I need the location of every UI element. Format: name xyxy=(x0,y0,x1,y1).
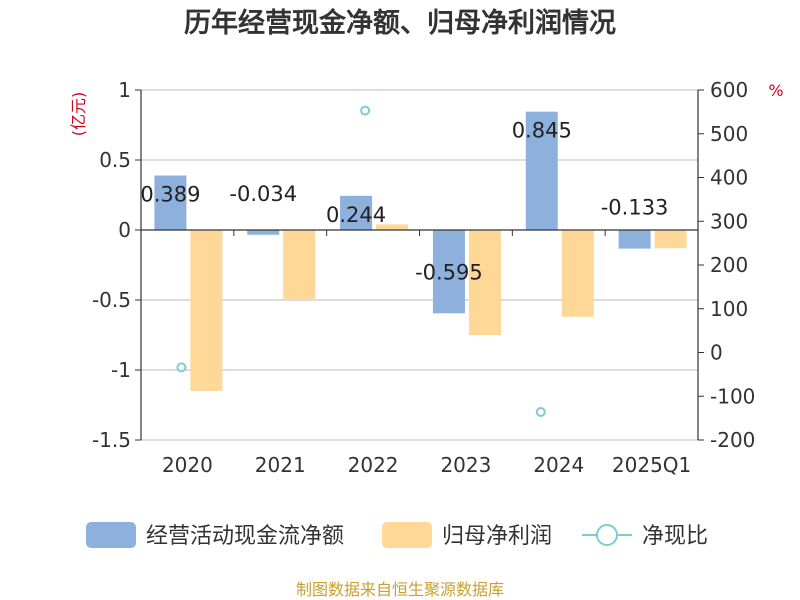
net-cash-ratio-point xyxy=(176,362,187,373)
data-labels: 0.389 -0.034 0.244 -0.595 0.845 -0.133 xyxy=(140,119,668,285)
right-tick-label: 300 xyxy=(710,209,748,233)
cash-flow-data-label: -0.133 xyxy=(601,196,669,220)
cash-flow-bar xyxy=(618,230,651,249)
legend: 经营活动现金流净额 归母净利润 净现比 xyxy=(86,522,708,549)
net-cash-ratio-point xyxy=(535,407,546,417)
cash-flow-data-label: 0.244 xyxy=(326,203,386,227)
right-tick-label: -200 xyxy=(710,428,755,452)
left-axis-unit: (亿元) xyxy=(69,92,88,137)
right-axis-unit: % xyxy=(768,81,783,100)
right-tick-label: 600 xyxy=(710,78,748,102)
bars xyxy=(154,111,687,391)
net-cash-ratio-point xyxy=(360,105,371,116)
x-tick-label: 2025Q1 xyxy=(612,453,691,477)
cash-flow-data-label: -0.034 xyxy=(229,182,297,206)
net-profit-bar xyxy=(376,224,409,230)
left-tick-label: -0.5 xyxy=(92,288,131,312)
x-tick-label: 2023 xyxy=(440,453,491,477)
net-profit-bar xyxy=(654,230,687,249)
legend-swatch-cash-flow xyxy=(86,522,136,548)
cash-flow-data-label: 0.845 xyxy=(512,119,572,143)
net-profit-bar xyxy=(283,230,316,300)
axes: 1 0.5 0 -0.5 -1 -1.5 600 500 400 300 200 100 0 -100 -2… xyxy=(92,78,755,477)
cash-flow-data-label: 0.389 xyxy=(140,183,200,207)
x-tick-label: 2021 xyxy=(255,453,306,477)
net-profit-bar xyxy=(190,230,223,391)
left-tick-label: -1.5 xyxy=(92,428,131,452)
cash-flow-data-label: -0.595 xyxy=(415,260,483,284)
legend-label-net-profit: 归母净利润 xyxy=(442,524,552,549)
legend-label-net-cash-ratio: 净现比 xyxy=(642,524,708,549)
chart-title: 历年经营现金净额、归母净利润情况 xyxy=(184,7,616,39)
right-tick-label: 500 xyxy=(710,122,748,146)
cash-flow-bar xyxy=(432,230,465,314)
cash-flow-bar xyxy=(525,111,558,230)
right-tick-label: -100 xyxy=(710,384,755,408)
cash-flow-bar xyxy=(340,195,373,230)
legend-label-cash-flow: 经营活动现金流净额 xyxy=(146,524,344,549)
left-tick-label: 1 xyxy=(118,78,131,102)
cash-flow-bar xyxy=(247,230,280,235)
left-tick-label: 0.5 xyxy=(99,148,131,172)
right-tick-label: 0 xyxy=(710,341,723,365)
left-tick-label: -1 xyxy=(111,358,131,382)
x-tick-label: 2020 xyxy=(162,453,213,477)
net-profit-bar xyxy=(561,230,594,317)
left-tick-label: 0 xyxy=(118,218,131,242)
legend-marker-net-cash-ratio xyxy=(596,524,618,546)
right-tick-label: 200 xyxy=(710,253,748,277)
x-tick-label: 2022 xyxy=(348,453,399,477)
cash-flow-bar xyxy=(154,175,187,230)
right-tick-label: 100 xyxy=(710,297,748,321)
net-profit-bar xyxy=(468,230,501,335)
source-note: 制图数据来自恒生聚源数据库 xyxy=(296,580,504,599)
right-tick-label: 400 xyxy=(710,166,748,190)
legend-swatch-net-profit xyxy=(382,522,432,548)
gridlines xyxy=(141,89,698,441)
x-tick-label: 2024 xyxy=(533,453,584,477)
ratio-points xyxy=(176,105,546,417)
